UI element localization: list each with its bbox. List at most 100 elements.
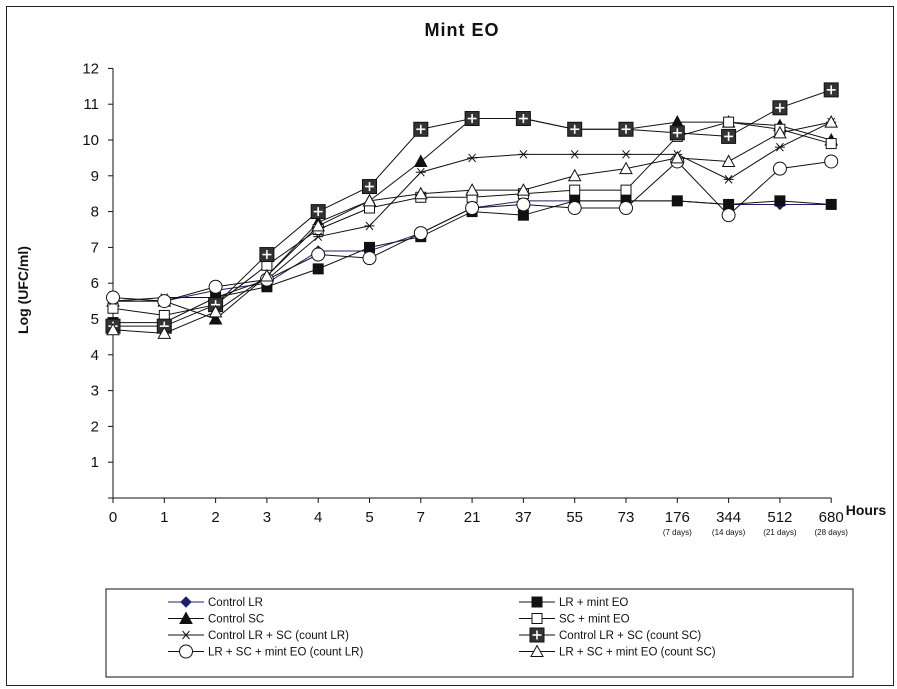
- y-tick-label: 7: [91, 239, 99, 256]
- y-tick-label: 3: [91, 383, 99, 400]
- legend-marker: [531, 596, 543, 608]
- x-tick-label: 37: [515, 509, 532, 526]
- data-point: [465, 183, 479, 196]
- y-tick-label: 9: [91, 168, 99, 185]
- data-point: [618, 121, 634, 137]
- data-point: [312, 263, 324, 275]
- x-tick-sublabel: (28 days): [815, 528, 849, 537]
- data-point: [364, 241, 375, 253]
- data-point: [106, 322, 120, 336]
- data-point: [723, 198, 735, 210]
- legend-item-5: Control LR + SC (count SC): [519, 627, 701, 643]
- data-point: [773, 125, 787, 139]
- data-point: [413, 121, 429, 137]
- data-point: [260, 268, 274, 282]
- data-point: [362, 179, 377, 195]
- y-tick-label: 8: [91, 204, 99, 221]
- x-tick-label: 0: [109, 509, 117, 526]
- data-point: [515, 111, 531, 127]
- chart-title: Mint EO: [425, 20, 500, 40]
- data-point: [721, 128, 737, 144]
- data-point: [823, 82, 839, 98]
- x-tick-label: 21: [464, 509, 481, 526]
- y-axis-title: Log (UFC/ml): [15, 246, 31, 334]
- legend-label: SC + mint EO: [559, 614, 630, 626]
- data-point: [310, 204, 326, 220]
- data-point: [465, 201, 480, 216]
- data-point: [364, 221, 375, 231]
- y-tick-label: 5: [91, 311, 99, 328]
- data-point: [825, 198, 837, 210]
- data-point: [517, 209, 529, 221]
- legend-item-3: SC + mint EO: [519, 613, 630, 626]
- legend-label: LR + SC + mint EO (count LR): [208, 647, 363, 659]
- series-7: [106, 115, 839, 339]
- x-tick-label: 2: [211, 509, 219, 526]
- x-tick-label: 7: [417, 509, 425, 526]
- series-layer: [105, 82, 839, 339]
- data-point: [362, 193, 377, 207]
- data-point: [518, 149, 529, 159]
- data-point: [721, 208, 736, 223]
- series-6: [106, 154, 839, 309]
- legend-label: Control SC: [208, 614, 264, 626]
- data-point: [106, 290, 120, 305]
- x-tick-label: 680: [819, 509, 844, 526]
- data-point: [620, 184, 632, 196]
- legend-marker: [530, 644, 544, 657]
- data-point: [567, 168, 582, 182]
- x-tick-label: 344: [716, 509, 741, 526]
- data-point: [467, 153, 478, 163]
- legend-label: LR + mint EO: [559, 597, 628, 609]
- legend-marker: [181, 630, 191, 640]
- legend-item-4: Control LR + SC (count LR): [168, 630, 349, 642]
- data-point: [772, 161, 787, 176]
- legend-label: Control LR: [208, 597, 263, 609]
- x-tick-label: 176: [665, 509, 690, 526]
- x-tick-label: 512: [767, 509, 792, 526]
- legend-marker: [179, 644, 193, 659]
- data-point: [413, 186, 428, 200]
- data-point: [774, 142, 785, 152]
- data-point: [670, 150, 685, 164]
- data-point: [464, 111, 480, 127]
- legend-marker: [180, 596, 192, 608]
- data-point: [313, 232, 324, 241]
- y-tick-label: 2: [91, 418, 99, 435]
- chart-frame: [6, 6, 894, 686]
- data-point: [208, 311, 223, 325]
- data-point: [311, 218, 326, 232]
- data-point: [415, 167, 426, 177]
- data-point: [621, 149, 631, 159]
- x-tick-sublabel: (21 days): [763, 528, 797, 537]
- y-tick-label: 10: [82, 132, 99, 149]
- x-tick-sublabel: (14 days): [712, 528, 746, 537]
- legend: Control LR LR + mint EO Control SC SC + min…: [168, 596, 716, 659]
- legend-marker: [529, 627, 545, 643]
- y-tick-label: 12: [82, 60, 99, 77]
- x-axis-title: Hours: [846, 502, 887, 518]
- x-tick-label: 73: [618, 509, 635, 526]
- data-point: [723, 116, 735, 128]
- x-tick-label: 3: [263, 509, 271, 526]
- legend-item-2: Control SC: [168, 611, 264, 626]
- legend-label: LR + SC + mint EO (count SC): [559, 647, 716, 659]
- x-tick-label: 4: [314, 509, 322, 526]
- data-point: [208, 279, 223, 294]
- data-point: [824, 154, 839, 169]
- series-line-6: [112, 160, 832, 302]
- data-point: [569, 184, 581, 196]
- data-point: [311, 247, 326, 262]
- legend-item-6: LR + SC + mint EO (count LR): [168, 644, 363, 659]
- data-point: [723, 175, 734, 184]
- data-point: [208, 304, 223, 318]
- data-point: [157, 326, 172, 339]
- x-tick-label: 1: [160, 509, 168, 526]
- data-point: [772, 100, 788, 116]
- data-point: [259, 247, 275, 263]
- legend-item-0: Control LR: [168, 596, 263, 609]
- data-point: [825, 138, 837, 150]
- x-tick-label: 5: [365, 509, 373, 526]
